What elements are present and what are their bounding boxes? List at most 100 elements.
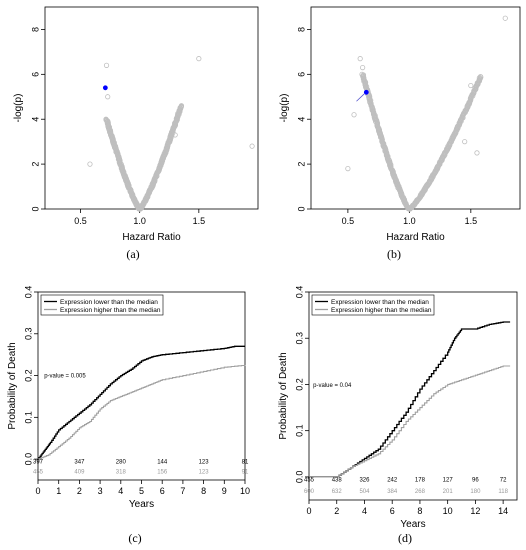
- caption-c: (c): [128, 531, 141, 545]
- series-lower-line: [38, 345, 245, 460]
- data-points: [87, 56, 255, 212]
- y-tick-label: 6: [30, 72, 40, 77]
- plot-frame: [37, 291, 246, 481]
- x-tick-label: 6: [160, 486, 165, 496]
- highlight-arrow: [356, 93, 365, 102]
- series-higher-line: [38, 364, 246, 460]
- x-tick-label: 7: [180, 486, 185, 496]
- data-points: [345, 15, 508, 212]
- outlier-point: [357, 56, 363, 62]
- x-tick-label: 1.0: [133, 216, 146, 226]
- y-tick-label: 0.2: [294, 378, 304, 391]
- panel-b-volcano-plot: 0 2 4 6 8 0.5 1.0 1.5 Hazard Ratio -log(p): [279, 6, 521, 243]
- x-tick-label: 8: [417, 506, 422, 516]
- risk-lower-count: 397: [33, 459, 44, 465]
- risk-lower-count: 455: [304, 478, 315, 484]
- x-axis-label: Hazard Ratio: [122, 232, 181, 243]
- x-axis-label: Hazard Ratio: [386, 232, 445, 243]
- risk-lower-count: 242: [387, 478, 398, 484]
- caption-d: (d): [398, 531, 412, 545]
- y-axis-label: Probability of Death: [7, 342, 18, 429]
- risk-higher-count: 268: [415, 489, 426, 495]
- risk-higher-count: 91: [242, 470, 249, 476]
- data-point: [476, 77, 482, 83]
- panel-c-survival-plot: 0.00.10.20.30.40 1 2 3 4 5 6 7 8 9 10YearsProbabil…: [7, 286, 250, 510]
- p-value-annotation: p-value = 0.04: [313, 383, 352, 389]
- x-tick-label: 10: [443, 506, 453, 516]
- risk-higher-count: 384: [387, 489, 398, 495]
- risk-higher-count: 632: [332, 489, 343, 495]
- y-tick-label: 0.1: [23, 411, 33, 424]
- y-tick-label: 6: [296, 72, 306, 77]
- legend-label: Expression higher than the median: [60, 307, 161, 314]
- y-tick-label: 0.0: [294, 471, 304, 484]
- x-tick-label: 0: [35, 486, 40, 496]
- risk-higher-count: 180: [470, 489, 481, 495]
- outlier-point: [196, 56, 202, 62]
- y-tick-label: 4: [296, 117, 306, 122]
- legend-label: Expression lower than the median: [60, 299, 158, 306]
- risk-lower-count: 280: [116, 459, 127, 465]
- panel-d-survival-plot: 0.0 0.1 0.2 0.3 0.4 0 2 4 6 8 10 12 14 Years Probabili…: [278, 286, 518, 530]
- x-tick-label: 0: [306, 506, 311, 516]
- outlier-point: [468, 82, 474, 89]
- plot-frame: [308, 291, 518, 501]
- risk-higher-count: 201: [443, 489, 454, 495]
- risk-lower-count: 81: [242, 459, 249, 465]
- legend-label: Expression higher than the median: [331, 307, 432, 314]
- x-tick-label: 1.5: [193, 216, 206, 226]
- risk-higher-count: 409: [74, 470, 85, 476]
- y-tick-label: 4: [30, 117, 40, 122]
- plot-frame: [44, 6, 259, 210]
- risk-higher-count: 118: [498, 489, 508, 495]
- risk-lower-count: 438: [332, 478, 343, 484]
- outlier-point: [462, 139, 468, 145]
- outlier-point: [474, 150, 480, 156]
- data-point: [103, 116, 109, 122]
- y-tick-label: 0.0: [23, 453, 33, 466]
- legend-box: [311, 294, 435, 316]
- outlier-point: [105, 94, 111, 100]
- risk-lower-count: 127: [443, 478, 454, 484]
- x-tick-label: 9: [222, 486, 227, 496]
- x-tick-label: 4: [362, 506, 367, 516]
- risk-lower-count: 347: [74, 459, 85, 465]
- x-tick-label: 2: [77, 486, 82, 496]
- x-tick-label: 8: [201, 486, 206, 496]
- outlier-point: [345, 166, 351, 172]
- y-tick-label: 0.2: [23, 369, 33, 382]
- risk-higher-count: 600: [304, 489, 315, 495]
- legend-label: Expression lower than the median: [331, 299, 429, 306]
- highlighted-point: [363, 89, 369, 95]
- risk-higher-count: 318: [116, 470, 127, 476]
- risk-higher-count: 504: [359, 489, 370, 495]
- risk-lower-count: 178: [415, 478, 426, 484]
- y-tick-label: 8: [30, 27, 40, 32]
- x-tick-label: 3: [98, 486, 103, 496]
- outlier-point: [125, 183, 131, 190]
- p-value-annotation: p-value = 0.005: [44, 374, 86, 380]
- outlier-point: [502, 15, 508, 21]
- outlier-point: [87, 161, 93, 167]
- y-tick-label: 8: [296, 27, 306, 32]
- x-axis-label: Years: [129, 499, 154, 510]
- y-tick-label: 2: [296, 162, 306, 167]
- x-tick-label: 0.5: [74, 216, 87, 226]
- x-tick-label: 1.5: [465, 216, 478, 226]
- y-tick-label: 0: [30, 206, 40, 211]
- legend-box: [40, 294, 164, 316]
- x-tick-label: 1: [56, 486, 61, 496]
- caption-a: (a): [126, 247, 139, 261]
- outlier-point: [360, 65, 366, 71]
- risk-lower-count: 96: [472, 478, 479, 484]
- y-tick-label: 0.3: [23, 328, 33, 341]
- panel-a-volcano-plot: 0 2 4 6 8 0.5 1.0 1.5 Hazard Ratio -log(p): [13, 6, 259, 243]
- risk-lower-count: 123: [199, 459, 210, 465]
- x-tick-label: 10: [240, 486, 250, 496]
- risk-lower-count: 326: [359, 478, 370, 484]
- outlier-point: [172, 132, 178, 138]
- y-axis-label: -log(p): [13, 94, 24, 123]
- x-axis-label: Years: [400, 519, 425, 530]
- y-axis-label: -log(p): [279, 94, 290, 123]
